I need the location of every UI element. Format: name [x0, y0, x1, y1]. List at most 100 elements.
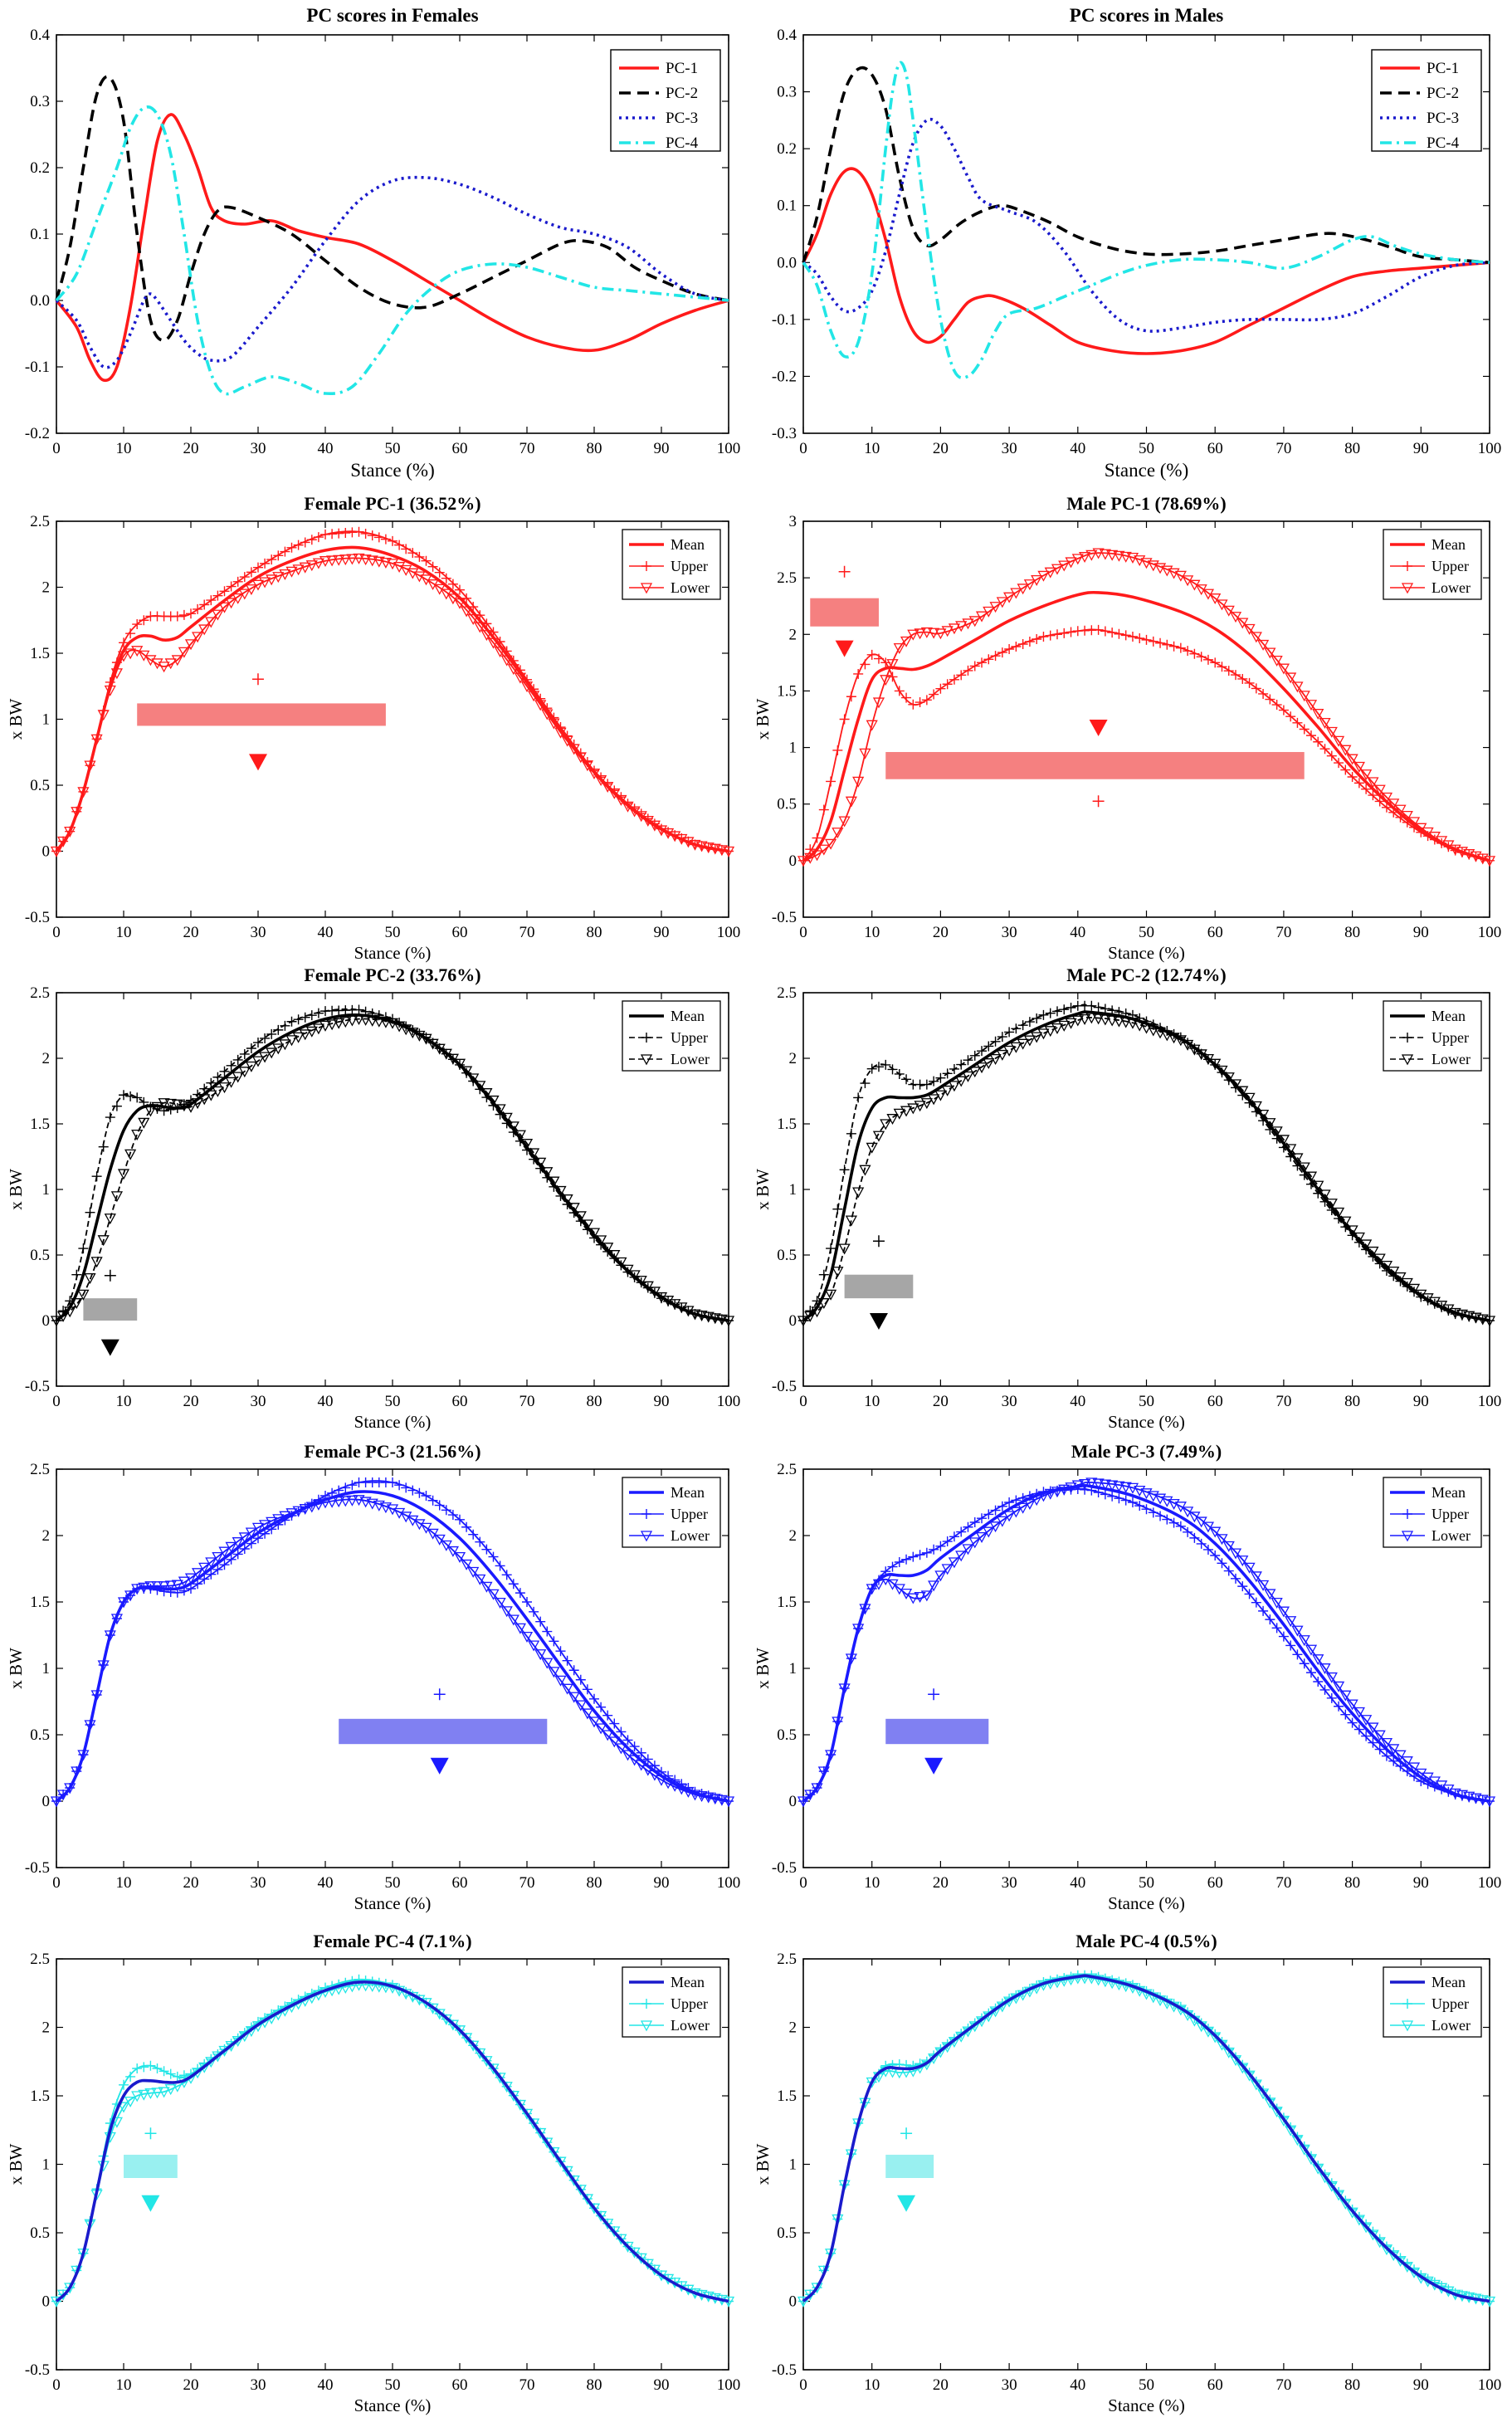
- significance-box: [885, 752, 1305, 779]
- upper-marker: [542, 1626, 553, 1637]
- upper-marker: [159, 2066, 169, 2077]
- lower-marker: [534, 2127, 547, 2139]
- upper-marker: [1051, 1006, 1062, 1017]
- x-tick-label: 60: [1207, 2376, 1223, 2394]
- x-tick-label: 90: [654, 2376, 670, 2394]
- lower-marker: [164, 1098, 177, 1110]
- upper-marker: [983, 1041, 994, 1052]
- lower-marker: [914, 628, 926, 640]
- upper-marker: [119, 2079, 129, 2090]
- upper-marker: [589, 1693, 599, 1704]
- upper-marker: [1237, 1581, 1248, 1592]
- upper-marker: [887, 1561, 898, 1572]
- x-tick-label: 40: [318, 1874, 334, 1892]
- y-axis-label: x BW: [6, 1169, 26, 1210]
- lower-marker: [1106, 1978, 1119, 1990]
- upper-marker: [394, 540, 405, 550]
- legend-label: Mean: [1432, 1008, 1466, 1024]
- chart-pc-scores-females: PC scores in Females 0 10 20 30 40 50 60 70 80 90 1…: [25, 5, 740, 481]
- y-tick-label: 1: [42, 2156, 51, 2174]
- y-tick-label: 0.3: [777, 84, 797, 101]
- y-tick-label: 0: [42, 1312, 51, 1330]
- upper-marker: [1340, 764, 1351, 775]
- lower-marker: [1277, 663, 1290, 675]
- upper-marker: [873, 1062, 884, 1072]
- upper-marker: [246, 1043, 256, 1053]
- x-tick-label: 20: [183, 1874, 199, 1892]
- x-tick-label: 60: [1207, 440, 1223, 457]
- y-tick-label: -0.2: [25, 425, 50, 442]
- upper-marker: [246, 1538, 256, 1549]
- upper-marker: [125, 1091, 136, 1101]
- x-tick-label: 0: [52, 1874, 61, 1892]
- panel-title: Male PC-2 (12.74%): [1066, 964, 1226, 985]
- x-tick-label: 60: [452, 924, 468, 941]
- upper-marker: [616, 1726, 627, 1737]
- lower-marker: [225, 1077, 237, 1088]
- upper-marker: [306, 535, 317, 545]
- lower-marker: [528, 1640, 540, 1652]
- lower-marker: [948, 623, 961, 635]
- panel-female-pc1: Female PC-1 (36.52%)0 10 20 30 40 50 60 70 80 90 1…: [6, 493, 740, 963]
- lower-marker: [480, 1581, 493, 1593]
- lower-marker: [1222, 1541, 1235, 1552]
- x-tick-label: 50: [1139, 2376, 1154, 2394]
- y-axis-label: x BW: [6, 1648, 26, 1689]
- y-tick-label: -0.5: [772, 2361, 797, 2379]
- lower-marker: [198, 624, 211, 636]
- lower-marker: [824, 1289, 837, 1301]
- x-tick-label: 0: [799, 1874, 807, 1892]
- upper-marker: [199, 1083, 210, 1094]
- x-tick-label: 40: [1070, 2376, 1085, 2394]
- lower-marker: [1401, 1054, 1414, 1066]
- x-tick-label: 20: [933, 924, 949, 941]
- lower-marker: [259, 1520, 271, 1531]
- lower-marker: [1051, 1977, 1064, 1989]
- upper-marker: [826, 1243, 836, 1254]
- lower-marker: [1305, 1644, 1318, 1656]
- upper-marker: [641, 1999, 651, 2009]
- lower-marker: [1003, 1045, 1016, 1057]
- lower-marker: [192, 1568, 204, 1580]
- x-tick-label: 70: [1275, 2376, 1291, 2394]
- upper-marker: [1278, 705, 1289, 715]
- upper-marker: [1285, 1640, 1296, 1651]
- mean-line: [802, 1974, 1490, 2303]
- x-tick-label: 70: [519, 1393, 535, 1410]
- legend-label: PC-3: [1427, 110, 1459, 127]
- upper-marker: [1231, 1573, 1241, 1584]
- lower-marker: [561, 2166, 573, 2177]
- x-tick-label: 30: [1002, 1874, 1017, 1892]
- lower-marker: [1373, 1730, 1386, 1741]
- lower-marker: [1085, 549, 1098, 561]
- upper-marker: [515, 1588, 525, 1599]
- upper-marker: [1155, 637, 1166, 648]
- upper-marker: [354, 526, 364, 537]
- lower-marker: [1023, 1035, 1036, 1047]
- upper-marker: [1114, 1493, 1124, 1504]
- upper-marker: [1093, 1002, 1104, 1013]
- x-axis-label: Stance (%): [350, 460, 435, 481]
- upper-marker: [119, 637, 129, 648]
- lower-marker: [872, 697, 885, 709]
- y-tick-label: 1: [42, 1181, 51, 1199]
- lower-marker: [595, 1723, 607, 1735]
- upper-marker: [239, 1048, 250, 1059]
- y-tick-label: -0.5: [772, 1859, 797, 1877]
- lower-marker: [487, 2063, 500, 2075]
- upper-marker: [427, 1495, 438, 1506]
- upper-marker: [1271, 700, 1282, 711]
- mean-line: [55, 1013, 729, 1322]
- upper-marker: [1051, 629, 1062, 640]
- lower-marker: [975, 1531, 988, 1543]
- lower-marker: [507, 1614, 519, 1626]
- lower-marker: [1023, 579, 1036, 591]
- upper-marker: [239, 572, 250, 583]
- upper-marker: [901, 1074, 912, 1085]
- lower-marker: [117, 1169, 130, 1180]
- upper-marker: [1141, 634, 1152, 645]
- chart-title: PC scores in Females: [306, 5, 478, 26]
- upper-marker: [1120, 1495, 1131, 1506]
- upper-marker: [152, 2063, 163, 2073]
- y-tick-label: 1: [789, 740, 797, 757]
